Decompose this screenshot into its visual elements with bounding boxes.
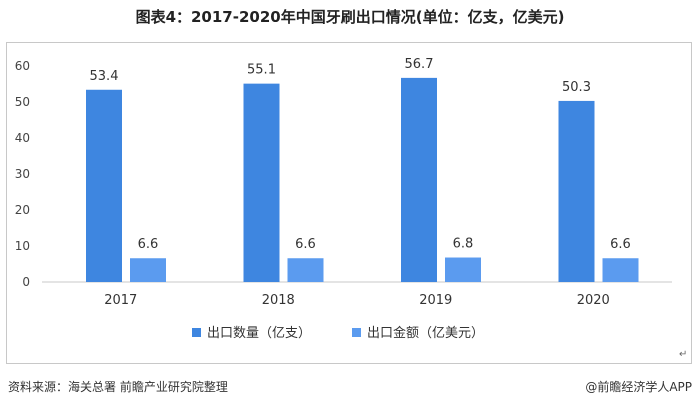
brand-credit: @前瞻经济学人APP	[585, 380, 692, 394]
source-note: 资料来源：海关总署 前瞻产业研究院整理	[8, 380, 228, 394]
bar-export-quantity	[558, 100, 595, 282]
data-label-export-quantity: 50.3	[562, 80, 591, 95]
y-tick-label: 0	[22, 275, 30, 289]
y-tick-label: 30	[15, 167, 30, 181]
data-label-export-value: 6.6	[295, 237, 316, 252]
data-label-export-value: 6.6	[610, 237, 631, 252]
x-tick-label: 2017	[104, 293, 137, 308]
y-tick-label: 10	[15, 239, 30, 253]
data-label-export-value: 6.6	[138, 237, 159, 252]
data-label-export-quantity: 53.4	[90, 69, 119, 84]
bar-export-value	[602, 258, 639, 282]
bar-export-value	[287, 258, 324, 282]
return-mark: ↵	[679, 349, 688, 360]
y-tick-label: 60	[15, 59, 30, 73]
data-label-export-quantity: 55.1	[247, 63, 276, 78]
bar-export-quantity	[243, 83, 280, 282]
bar-export-quantity	[86, 89, 122, 282]
y-tick-label: 20	[15, 203, 30, 217]
bar-export-value	[130, 258, 166, 282]
y-tick-label: 40	[15, 131, 30, 145]
y-tick-label: 50	[15, 95, 30, 109]
legend-swatch-export-value	[352, 328, 361, 337]
x-tick-label: 2018	[262, 293, 295, 308]
legend-label-export-value: 出口金额（亿美元）	[367, 325, 484, 341]
chart-frame	[6, 42, 692, 364]
chart-title: 图表4：2017-2020年中国牙刷出口情况(单位：亿支，亿美元)	[135, 8, 565, 26]
x-tick-label: 2020	[577, 293, 610, 308]
bar-export-value	[445, 257, 481, 282]
legend-swatch-export-quantity	[192, 328, 201, 337]
x-tick-label: 2019	[419, 293, 452, 308]
legend-label-export-quantity: 出口数量（亿支）	[207, 326, 311, 341]
bar-export-quantity	[401, 77, 437, 282]
data-label-export-quantity: 56.7	[405, 57, 434, 72]
data-label-export-value: 6.8	[453, 237, 474, 252]
